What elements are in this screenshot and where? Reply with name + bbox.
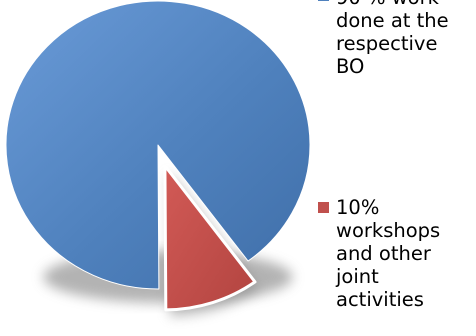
pie-slice-1	[163, 164, 257, 312]
legend-label: 90 % work done at the respective BO	[336, 0, 449, 78]
legend-swatch-red	[318, 202, 329, 213]
pie-slices	[5, 0, 311, 312]
legend-entry-work-at-bo: 90 % work done at the respective BO	[318, 0, 476, 78]
legend-entry-workshops: 10% workshops and other joint activities	[318, 196, 476, 311]
legend-label: 10% workshops and other joint activities	[336, 196, 441, 311]
pie-slice-0	[5, 0, 311, 290]
legend-swatch-blue	[318, 0, 329, 1]
